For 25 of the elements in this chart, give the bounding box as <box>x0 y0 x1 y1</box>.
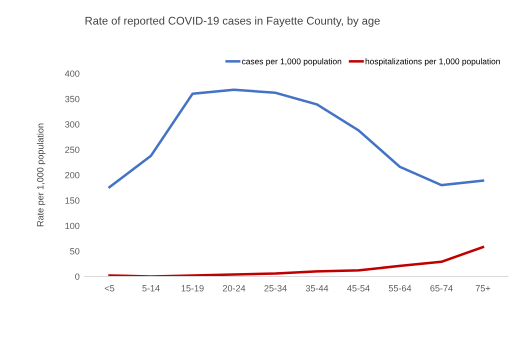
y-tick-label: 200 <box>65 172 80 178</box>
x-tick-label: 5-14 <box>142 285 160 292</box>
y-tick-label: 0 <box>75 273 80 280</box>
legend-label: cases per 1,000 population <box>242 58 342 66</box>
x-tick-label: <5 <box>104 285 114 292</box>
x-tick-label: 55-64 <box>388 285 412 292</box>
x-tick-label: 25-34 <box>264 285 287 292</box>
y-tick-label: 100 <box>65 222 80 230</box>
x-tick-label: 35-44 <box>306 285 328 292</box>
y-axis-title: Rate per 1,000 population <box>36 124 46 226</box>
y-tick-label: 300 <box>65 121 80 128</box>
x-tick-label: 20-24 <box>222 285 246 292</box>
y-tick-label: 50 <box>70 248 80 254</box>
chart-title: Rate of reported COVID-19 cases in Fayette County, by age <box>86 16 380 27</box>
legend-label: hospitalizations per 1,000 population <box>366 58 500 66</box>
x-tick-label: 75+ <box>476 285 490 292</box>
line-series <box>108 88 484 188</box>
x-tick-label: 65-74 <box>430 285 453 292</box>
x-tick-label: 45-54 <box>347 285 370 292</box>
y-tick-label: 150 <box>65 197 80 204</box>
y-tick-label: 400 <box>64 70 80 77</box>
y-tick-label: 350 <box>65 96 80 102</box>
y-tick-label: 250 <box>65 146 80 153</box>
x-tick-label: 15-19 <box>182 285 204 292</box>
line-series <box>108 246 484 276</box>
